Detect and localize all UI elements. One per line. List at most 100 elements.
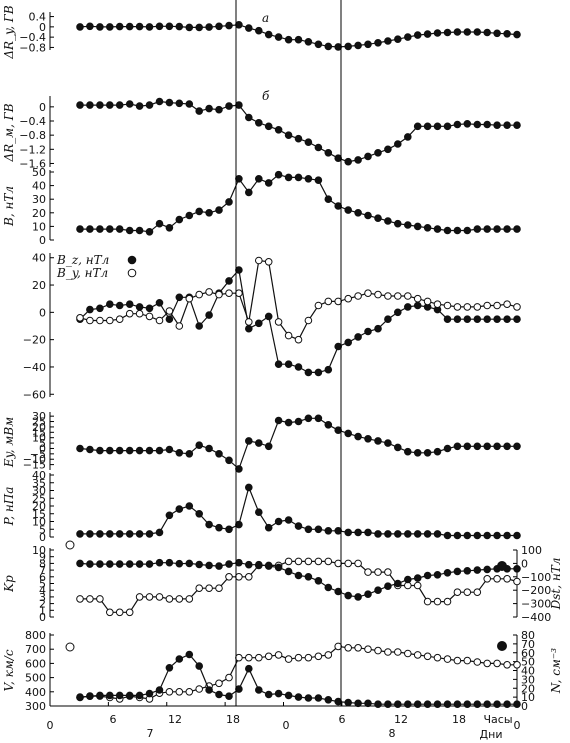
data-point [264, 562, 273, 570]
data-point [294, 363, 303, 371]
data-point [106, 300, 114, 309]
data-point [364, 327, 372, 336]
data-point [314, 557, 323, 566]
data-point [443, 655, 452, 663]
y-tick-label: 30 [32, 485, 46, 498]
data-point [135, 22, 144, 31]
data-point [314, 652, 323, 661]
data-point [324, 651, 333, 659]
data-point [165, 664, 174, 672]
data-point [324, 527, 333, 535]
data-point [245, 324, 253, 333]
y-tick-label: 5 [39, 523, 46, 536]
y-tick-label: 600 [25, 657, 46, 670]
data-point [215, 22, 223, 31]
data-point [254, 175, 263, 183]
data-point [324, 557, 333, 566]
data-point [503, 531, 511, 540]
data-point [404, 700, 412, 709]
data-point [106, 560, 114, 568]
data-point [106, 101, 114, 109]
data-point [264, 258, 273, 266]
data-point [344, 206, 353, 214]
y-tick-label: 15 [32, 508, 46, 521]
data-point [155, 219, 164, 228]
data-point [483, 659, 492, 668]
y-axis-label: Kp [2, 575, 16, 593]
data-point [284, 567, 293, 576]
data-point [125, 560, 134, 568]
data-point [463, 28, 472, 36]
data-point [443, 444, 452, 453]
data-point [423, 449, 432, 457]
data-point [433, 29, 442, 37]
data-point [135, 560, 144, 568]
data-point [294, 522, 303, 530]
data-point [304, 138, 313, 146]
y-tick-label: 0 [39, 234, 46, 247]
data-point [185, 450, 194, 458]
data-point [354, 528, 362, 537]
data-point [314, 577, 323, 585]
data-point [96, 101, 104, 109]
data-point [195, 322, 203, 330]
y-right-axis-label: Dst, нТл [549, 558, 563, 611]
data-point [453, 120, 462, 129]
data-point [145, 530, 154, 538]
data-point [96, 595, 104, 603]
y-tick-label: 8 [39, 557, 46, 570]
data-point [453, 226, 462, 235]
data-point [115, 691, 124, 700]
data-point [304, 316, 313, 325]
y-right-tick-label: 80 [521, 629, 535, 642]
data-point [384, 568, 392, 576]
panel-2: 0−0.4−0.8−1.2−1.6ΔR_м, ГВ б [2, 89, 521, 170]
data-point [354, 432, 362, 441]
data-point [195, 207, 203, 216]
y-axis-label: ΔR_y, ГВ [2, 5, 16, 59]
data-point [185, 688, 194, 696]
data-point [76, 23, 84, 31]
data-point [324, 583, 333, 592]
data-point [453, 28, 462, 36]
data-point [334, 587, 343, 596]
data-point [205, 104, 213, 113]
data-point [115, 101, 124, 109]
data-point [314, 525, 323, 534]
data-point [86, 560, 94, 568]
data-point [324, 365, 333, 374]
data-point [324, 42, 333, 51]
data-point [394, 219, 402, 228]
data-point [274, 360, 283, 369]
legend-marker [127, 255, 137, 265]
data-point [443, 569, 452, 577]
panel-label: б [262, 89, 270, 103]
data-point [413, 449, 422, 457]
data-point [86, 101, 94, 109]
y-tick-label: 25 [32, 492, 46, 505]
data-point [483, 575, 492, 583]
data-point [364, 289, 372, 298]
data-point [374, 586, 382, 595]
y-tick-label: 9 [39, 551, 46, 564]
data-point [413, 222, 422, 231]
y-tick-label: −0.4 [19, 31, 46, 44]
data-point [215, 690, 223, 699]
x-axis: 0 6 12 18 0 6 12 18 0 7 8 Часы Дни [47, 713, 521, 741]
data-point [185, 23, 194, 32]
data-point [404, 530, 412, 538]
data-point [254, 319, 263, 328]
data-point [364, 40, 372, 49]
data-point [195, 662, 203, 670]
data-point [165, 22, 174, 31]
data-point [334, 43, 343, 51]
data-point [384, 530, 392, 538]
data-point [324, 297, 333, 306]
data-point [334, 297, 343, 306]
data-point [125, 530, 134, 538]
data-point [503, 575, 511, 583]
data-point [413, 301, 422, 310]
data-point [235, 175, 243, 183]
data-point [413, 700, 422, 709]
